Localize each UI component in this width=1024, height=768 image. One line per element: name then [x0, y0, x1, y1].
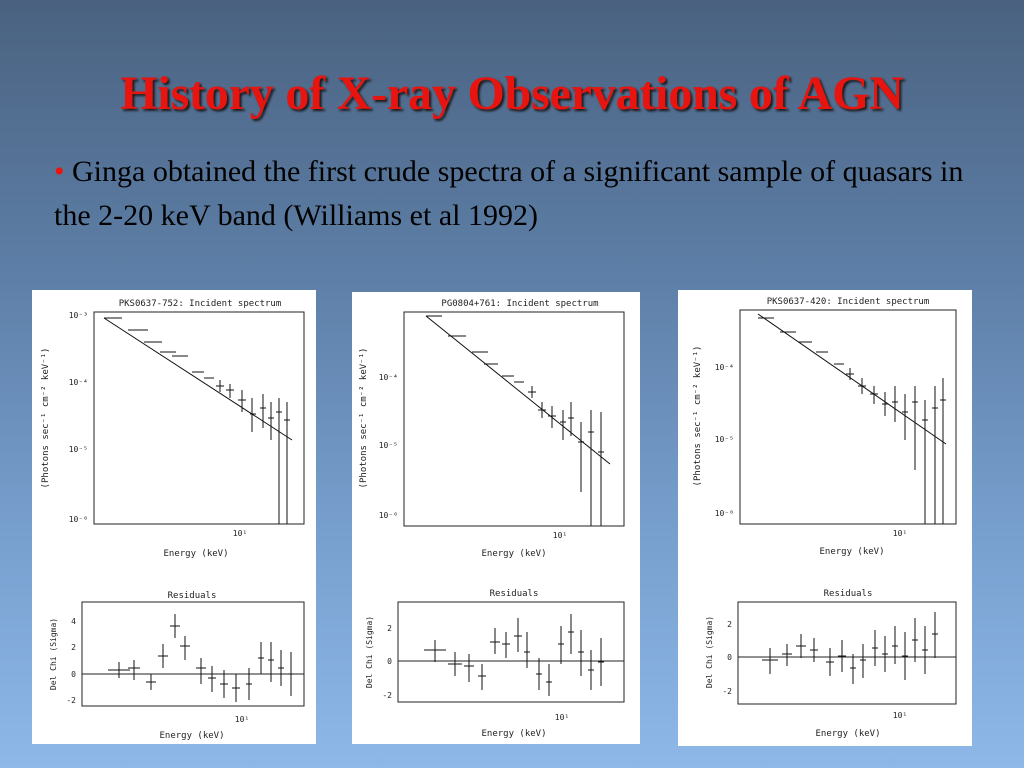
spectrum-1-ytick-3: 10⁻⁶ [69, 515, 88, 524]
spectrum-1-ytick-2: 10⁻⁵ [69, 445, 88, 454]
spectrum-1-ytick-1: 10⁻⁴ [69, 378, 88, 387]
residuals-1-ytick-2: 0 [71, 670, 76, 679]
residuals-2-points [424, 614, 604, 696]
spectrum-2-data-points [426, 315, 604, 526]
spectrum-2-model-line [425, 315, 611, 465]
residuals-2-xtick: 10¹ [555, 713, 569, 722]
spectrum-2-ylabel: (Photons sec⁻¹ cm⁻² keV⁻¹) [359, 348, 369, 489]
residuals-2-ylabel: Del Chi (Sigma) [365, 616, 374, 688]
spectrum-2-ytick-0: 10⁻⁴ [379, 373, 398, 382]
bullet-text: Ginga obtained the first crude spectra o… [54, 155, 964, 232]
residuals-3-ytick-1: 0 [727, 653, 732, 662]
spectrum-3-title: PKS0637-420: Incident spectrum [767, 297, 930, 307]
spectrum-3-ytick-2: 10⁻⁶ [715, 509, 734, 518]
spectrum-1-xtick: 10¹ [233, 529, 247, 538]
spectrum-1-frame [93, 311, 305, 525]
residuals-2-frame [397, 601, 625, 703]
residuals-1-xlabel: Energy (keV) [159, 731, 224, 741]
spectrum-3-data-points [758, 317, 946, 524]
spectrum-figure-2-svg: PG0804+761: Incident spectrum 10⁻⁴ 10⁻⁵ … [359, 299, 625, 739]
residuals-3-xlabel: Energy (keV) [815, 729, 880, 739]
spectrum-3-xtick: 10¹ [893, 529, 907, 538]
spectrum-figure-2: PG0804+761: Incident spectrum 10⁻⁴ 10⁻⁵ … [352, 292, 640, 744]
residuals-3-ytick-0: 2 [727, 620, 732, 629]
residuals-1-frame [81, 601, 305, 707]
spectrum-3-ylabel: (Photons sec⁻¹ cm⁻² keV⁻¹) [693, 346, 703, 487]
spectrum-1-model-line [103, 317, 293, 441]
residuals-1-points [108, 614, 294, 702]
residuals-2-xlabel: Energy (keV) [481, 729, 546, 739]
spectrum-2-frame [403, 311, 625, 527]
residuals-3-xtick: 10¹ [893, 711, 907, 720]
spectrum-2-xtick: 10¹ [553, 531, 567, 540]
spectrum-figure-3: PKS0637-420: Incident spectrum 10⁻⁴ 10⁻⁵… [678, 290, 972, 746]
residuals-1-ytick-3: -2 [66, 696, 76, 705]
bullet-marker: • [54, 155, 65, 188]
residuals-3-ytick-2: -2 [722, 687, 732, 696]
spectrum-2-ytick-1: 10⁻⁵ [379, 441, 398, 450]
spectrum-figure-1: PKS0637-752: Incident spectrum 10⁻³ 10⁻⁴… [32, 290, 316, 744]
spectrum-3-ytick-0: 10⁻⁴ [715, 363, 734, 372]
residuals-3-ylabel: Del Chi (Sigma) [705, 616, 714, 688]
residuals-3-frame [737, 601, 957, 705]
residuals-3-title: Residuals [824, 589, 873, 599]
spectrum-2-title: PG0804+761: Incident spectrum [441, 299, 598, 309]
residuals-1-ylabel: Del Chi (Sigma) [49, 618, 58, 690]
spectrum-1-ytick-0: 10⁻³ [69, 311, 88, 320]
spectrum-3-frame [739, 309, 957, 525]
slide-title: History of X-ray Observations of AGN [120, 67, 904, 120]
spectrum-3-xlabel: Energy (keV) [819, 547, 884, 557]
residuals-1-ytick-1: 2 [71, 643, 76, 652]
residuals-3-points [762, 612, 938, 684]
spectrum-1-title: PKS0637-752: Incident spectrum [119, 299, 282, 309]
spectrum-2-xlabel: Energy (keV) [481, 549, 546, 559]
residuals-1-title: Residuals [168, 591, 217, 601]
spectrum-3-ytick-1: 10⁻⁵ [715, 435, 734, 444]
spectrum-1-data-points [104, 317, 290, 524]
residuals-2-ytick-0: 2 [387, 624, 392, 633]
spectrum-figure-3-svg: PKS0637-420: Incident spectrum 10⁻⁴ 10⁻⁵… [693, 297, 957, 739]
spectrum-figure-1-svg: PKS0637-752: Incident spectrum 10⁻³ 10⁻⁴… [41, 299, 305, 741]
residuals-2-ytick-2: -2 [382, 691, 392, 700]
residuals-2-title: Residuals [490, 589, 539, 599]
spectrum-1-xlabel: Energy (keV) [163, 549, 228, 559]
bullet-point: • Ginga obtained the first crude spectra… [54, 150, 974, 238]
residuals-2-ytick-1: 0 [387, 657, 392, 666]
residuals-1-ytick-0: 4 [71, 617, 76, 626]
spectrum-1-ylabel: (Photons sec⁻¹ cm⁻² keV⁻¹) [41, 348, 51, 489]
spectrum-2-ytick-2: 10⁻⁶ [379, 511, 398, 520]
residuals-1-xtick: 10¹ [235, 715, 249, 724]
spectrum-3-model-line [757, 313, 947, 445]
